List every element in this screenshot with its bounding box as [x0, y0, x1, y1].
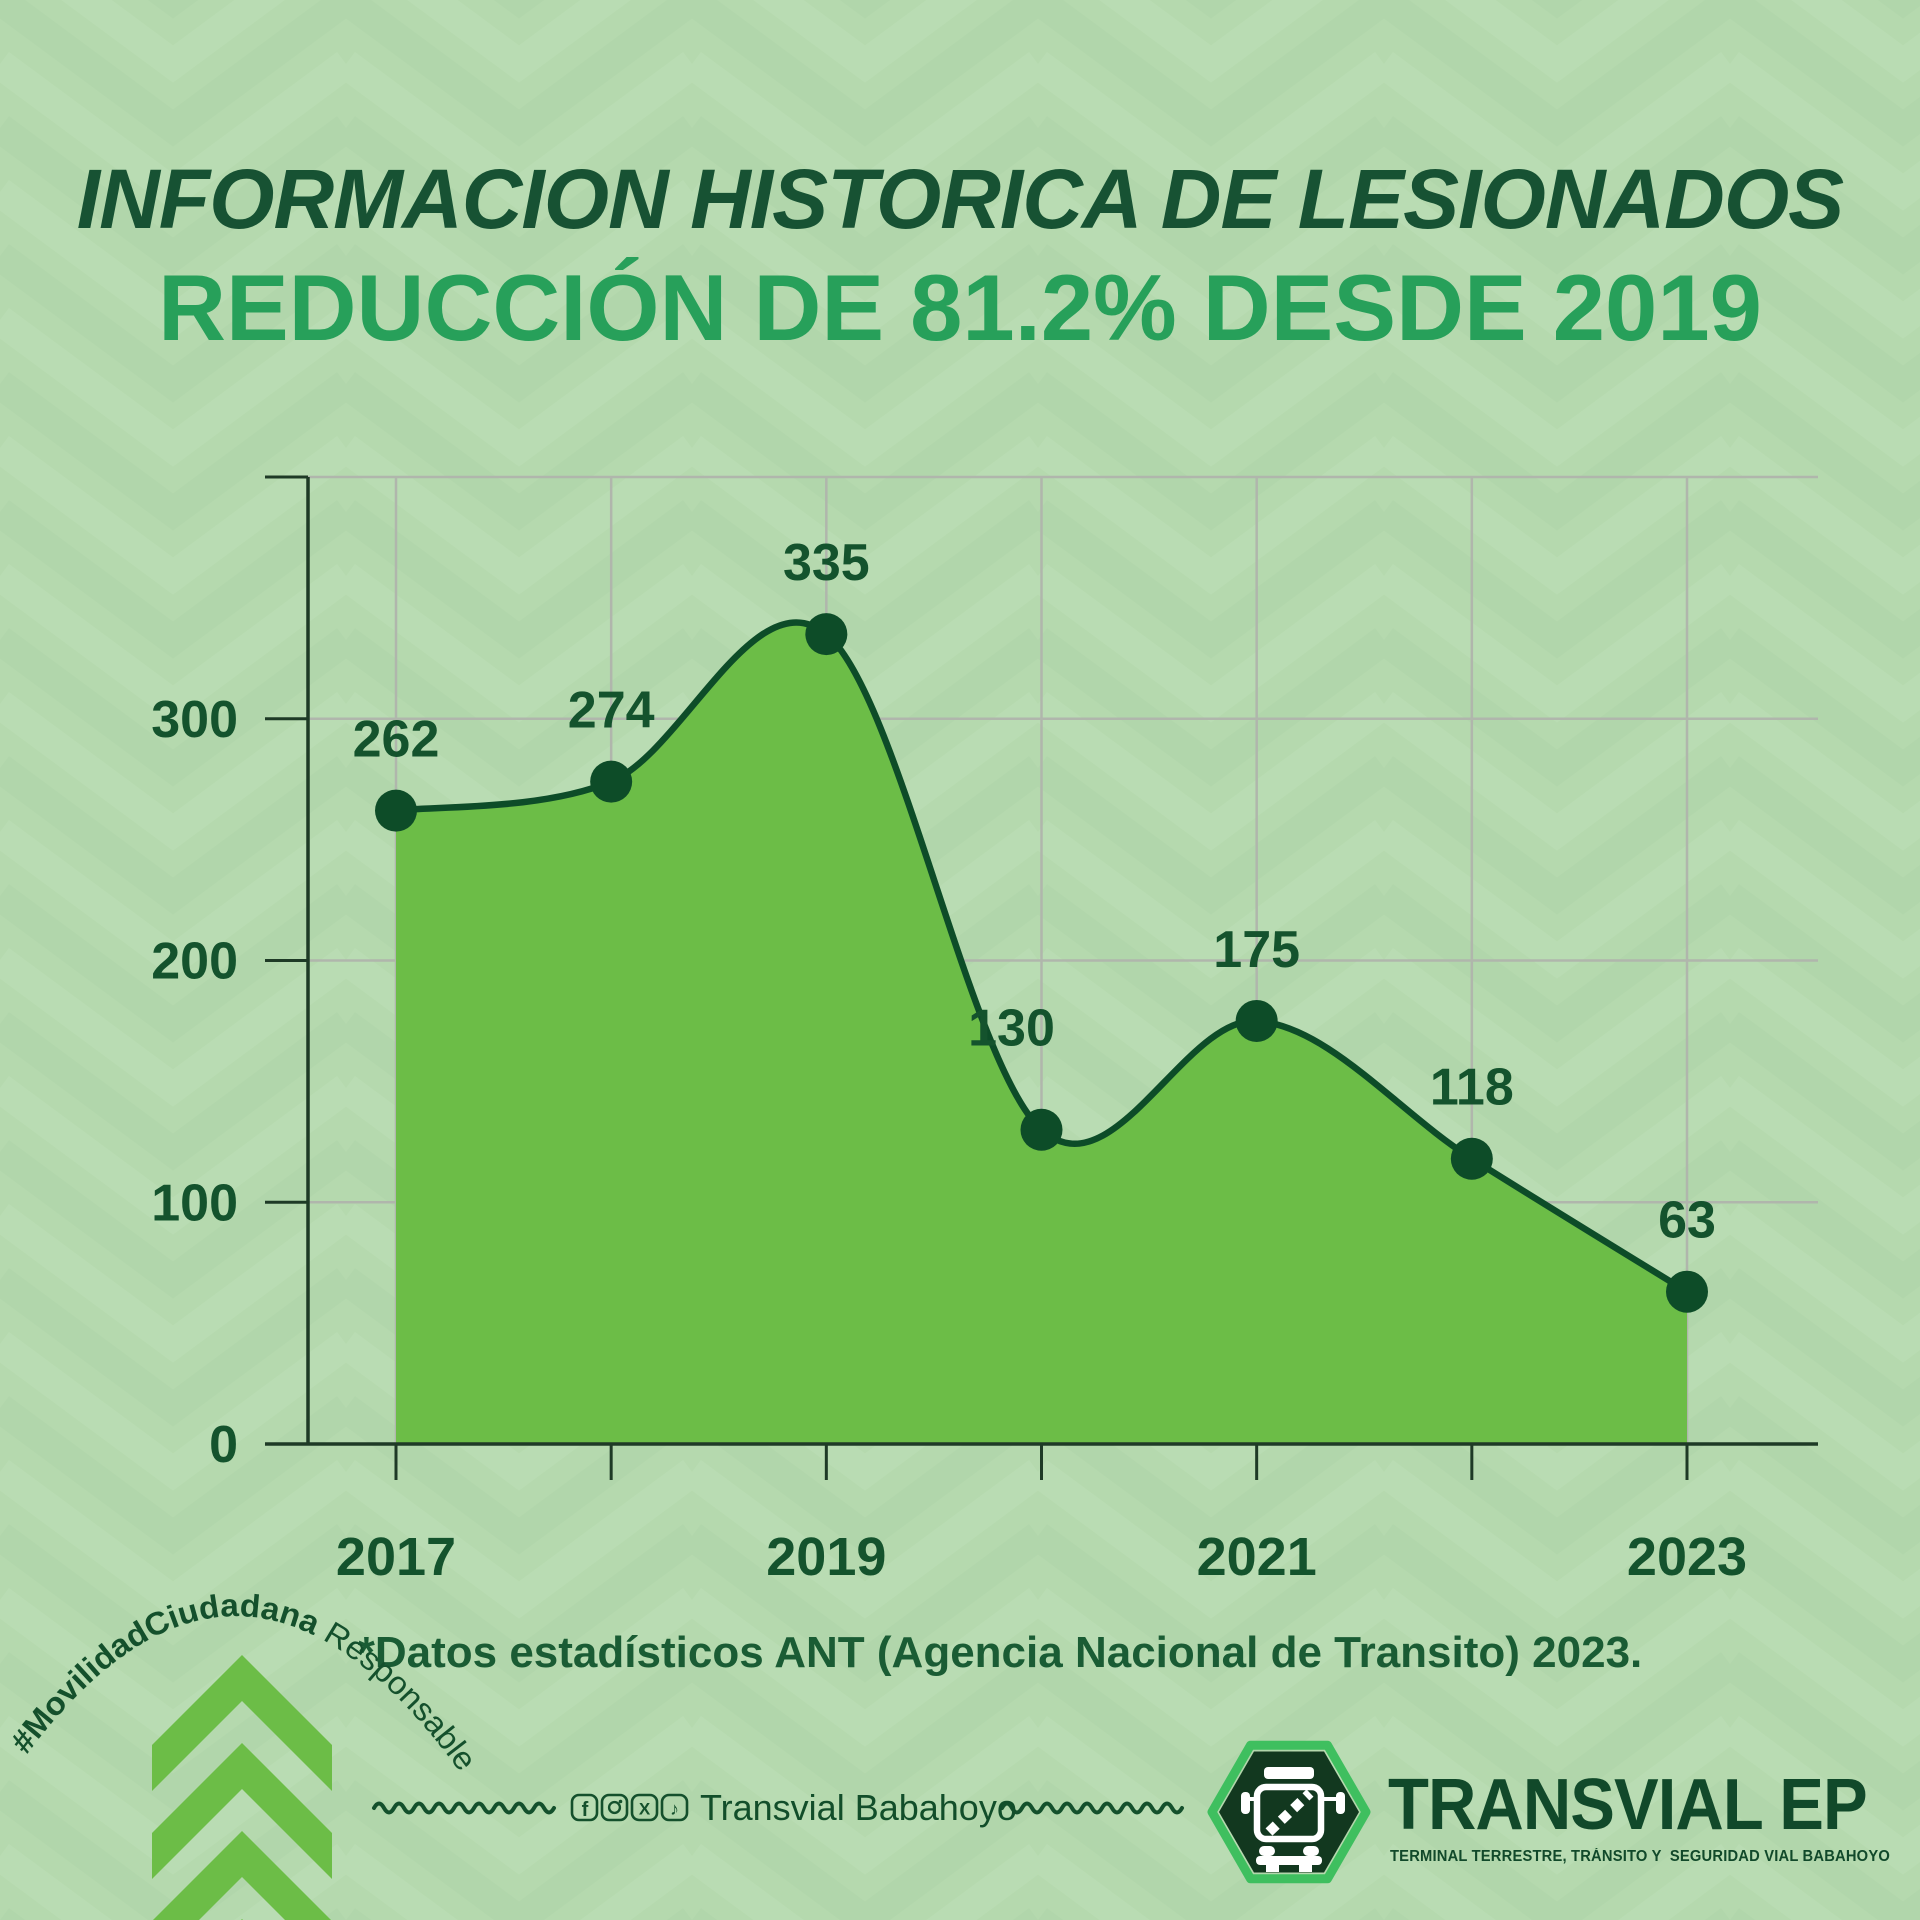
tiktok-icon: ♪ [660, 1793, 689, 1822]
facebook-icon: f [570, 1793, 599, 1822]
page-subtitle: REDUCCIÓN DE 81.2% DESDE 2019 [158, 255, 1762, 360]
x-tick-label: 2023 [1627, 1527, 1747, 1587]
data-point [375, 789, 417, 832]
x-tick-label: 2021 [1197, 1527, 1317, 1587]
data-label: 175 [1213, 921, 1300, 979]
wavy-line-right [1000, 1801, 1184, 1815]
x-icon: X [630, 1793, 659, 1822]
source-footnote: *Datos estadísticos ANT (Agencia Naciona… [357, 1628, 1643, 1677]
area-fill [396, 622, 1687, 1444]
brand-hexagon [1207, 1740, 1371, 1884]
data-label: 274 [568, 682, 655, 740]
hashtag-regular: Responsable [318, 1614, 484, 1777]
social-handle: Transvial Babahoyo [700, 1787, 1017, 1828]
data-label: 130 [968, 1000, 1055, 1058]
brand-tagline: TERMINAL TERRESTRE, TRÁNSITO Y SEGURIDAD… [1390, 1848, 1890, 1865]
y-tick-label: 200 [151, 933, 238, 991]
data-label: 262 [353, 711, 440, 769]
y-tick-label: 0 [209, 1416, 238, 1474]
page-title: INFORMACION HISTORICA DE LESIONADOS [76, 151, 1844, 246]
chevron-arrows [152, 1655, 332, 1920]
x-tick-label: 2019 [766, 1527, 886, 1587]
instagram-icon [600, 1793, 629, 1822]
bus-icon [1241, 1767, 1345, 1872]
x-tick-label: 2017 [336, 1527, 456, 1587]
wavy-line-left [372, 1801, 556, 1815]
data-label: 63 [1658, 1192, 1716, 1250]
data-point [1020, 1108, 1063, 1151]
y-tick-label: 300 [151, 691, 238, 749]
brand-name: TRANSVIAL EP [1388, 1765, 1868, 1845]
data-point [1235, 999, 1278, 1042]
y-tick-label: 100 [151, 1174, 238, 1232]
data-point [805, 613, 848, 656]
data-point [590, 760, 633, 803]
data-point [1666, 1270, 1708, 1313]
data-label: 118 [1430, 1059, 1514, 1117]
tiktok-glyph: ♪ [670, 1799, 679, 1819]
data-point [1450, 1137, 1493, 1180]
facebook-glyph: f [582, 1799, 589, 1821]
data-label: 335 [783, 534, 870, 592]
x-glyph: X [639, 1800, 651, 1819]
